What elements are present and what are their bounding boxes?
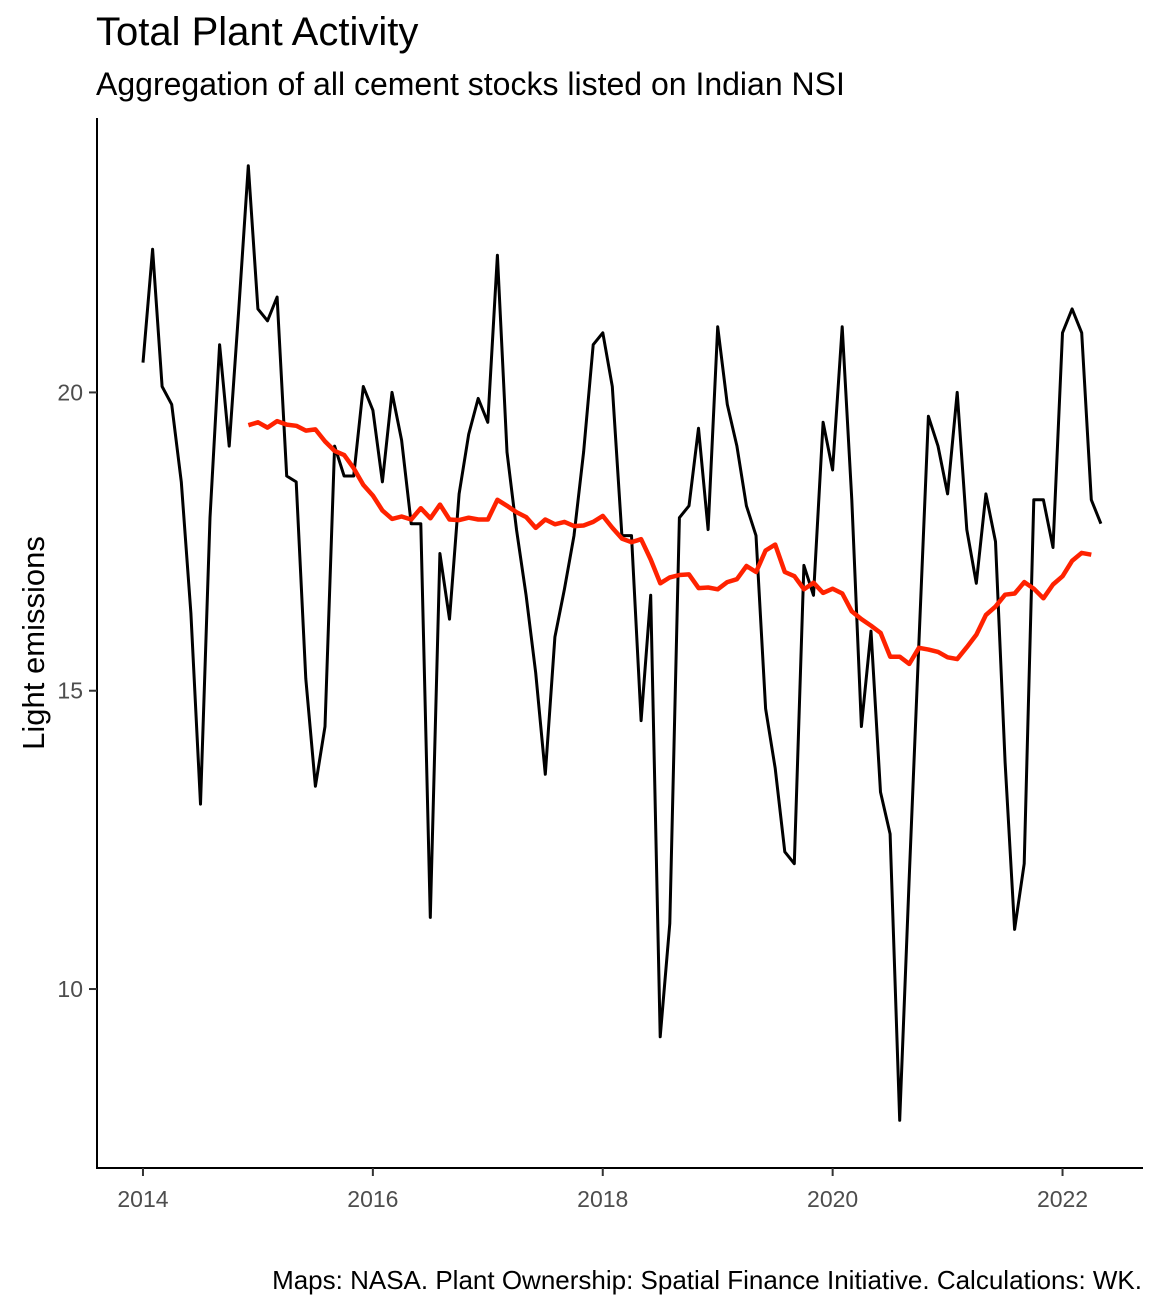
y-tick-label: 10 — [57, 976, 83, 1002]
x-tick-label: 2020 — [807, 1186, 858, 1212]
chart-subtitle: Aggregation of all cement stocks listed … — [96, 66, 845, 102]
chart-caption: Maps: NASA. Plant Ownership: Spatial Fin… — [272, 1265, 1142, 1295]
chart-title: Total Plant Activity — [96, 10, 419, 54]
x-axis-ticks: 2014 2016 2018 2020 2022 — [117, 1168, 1088, 1212]
series-line-1 — [141, 164, 1103, 1122]
y-tick-label: 15 — [57, 678, 83, 704]
x-tick-label: 2016 — [347, 1186, 398, 1212]
series-line-2 — [247, 418, 1092, 667]
y-axis-ticks: 10 15 20 — [57, 379, 97, 1002]
series-layer — [141, 164, 1103, 1122]
x-tick-label: 2022 — [1037, 1186, 1088, 1212]
x-tick-label: 2014 — [117, 1186, 168, 1212]
y-tick-label: 20 — [57, 379, 83, 405]
y-axis-title: Light emissions — [16, 536, 51, 750]
x-tick-label: 2018 — [577, 1186, 628, 1212]
